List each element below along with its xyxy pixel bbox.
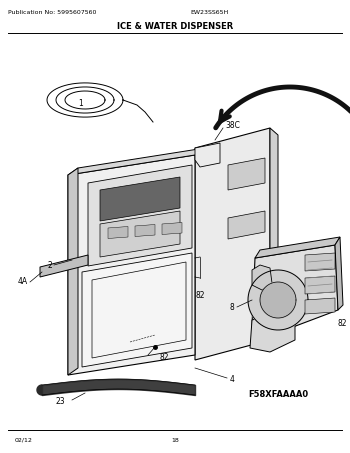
Text: 18: 18 [171,438,179,443]
Polygon shape [195,143,220,167]
Text: 23: 23 [55,397,65,406]
Polygon shape [68,155,195,375]
Text: 82: 82 [160,353,169,362]
Polygon shape [100,211,180,257]
Polygon shape [252,245,338,330]
Polygon shape [250,308,295,352]
Polygon shape [260,282,296,318]
Polygon shape [228,158,265,190]
Polygon shape [228,211,265,239]
Text: 4: 4 [230,376,235,385]
Polygon shape [252,265,272,290]
Polygon shape [248,270,308,330]
Text: 1: 1 [79,98,83,107]
Polygon shape [335,237,343,310]
Polygon shape [255,237,340,258]
Text: ICE & WATER DISPENSER: ICE & WATER DISPENSER [117,22,233,31]
Polygon shape [305,276,335,294]
Polygon shape [305,253,335,271]
Text: F58XFAAAA0: F58XFAAAA0 [248,390,308,399]
Polygon shape [68,168,78,375]
Text: 82: 82 [196,290,205,299]
Polygon shape [195,128,270,360]
Polygon shape [40,255,88,277]
Text: 02/12: 02/12 [15,438,33,443]
Text: EW23SS65H: EW23SS65H [190,10,228,15]
Polygon shape [135,225,155,236]
Polygon shape [270,128,278,347]
Text: Publication No: 5995607560: Publication No: 5995607560 [8,10,96,15]
Text: 82: 82 [338,318,348,328]
Text: 2: 2 [47,260,52,270]
Text: 4A: 4A [18,278,28,286]
Polygon shape [100,177,180,221]
Polygon shape [37,385,42,395]
Polygon shape [305,298,335,314]
Polygon shape [82,253,192,367]
Text: 38C: 38C [225,120,240,130]
Text: 8: 8 [230,304,235,313]
Polygon shape [162,222,182,235]
Polygon shape [88,165,192,266]
Polygon shape [68,148,205,175]
Polygon shape [108,226,128,238]
